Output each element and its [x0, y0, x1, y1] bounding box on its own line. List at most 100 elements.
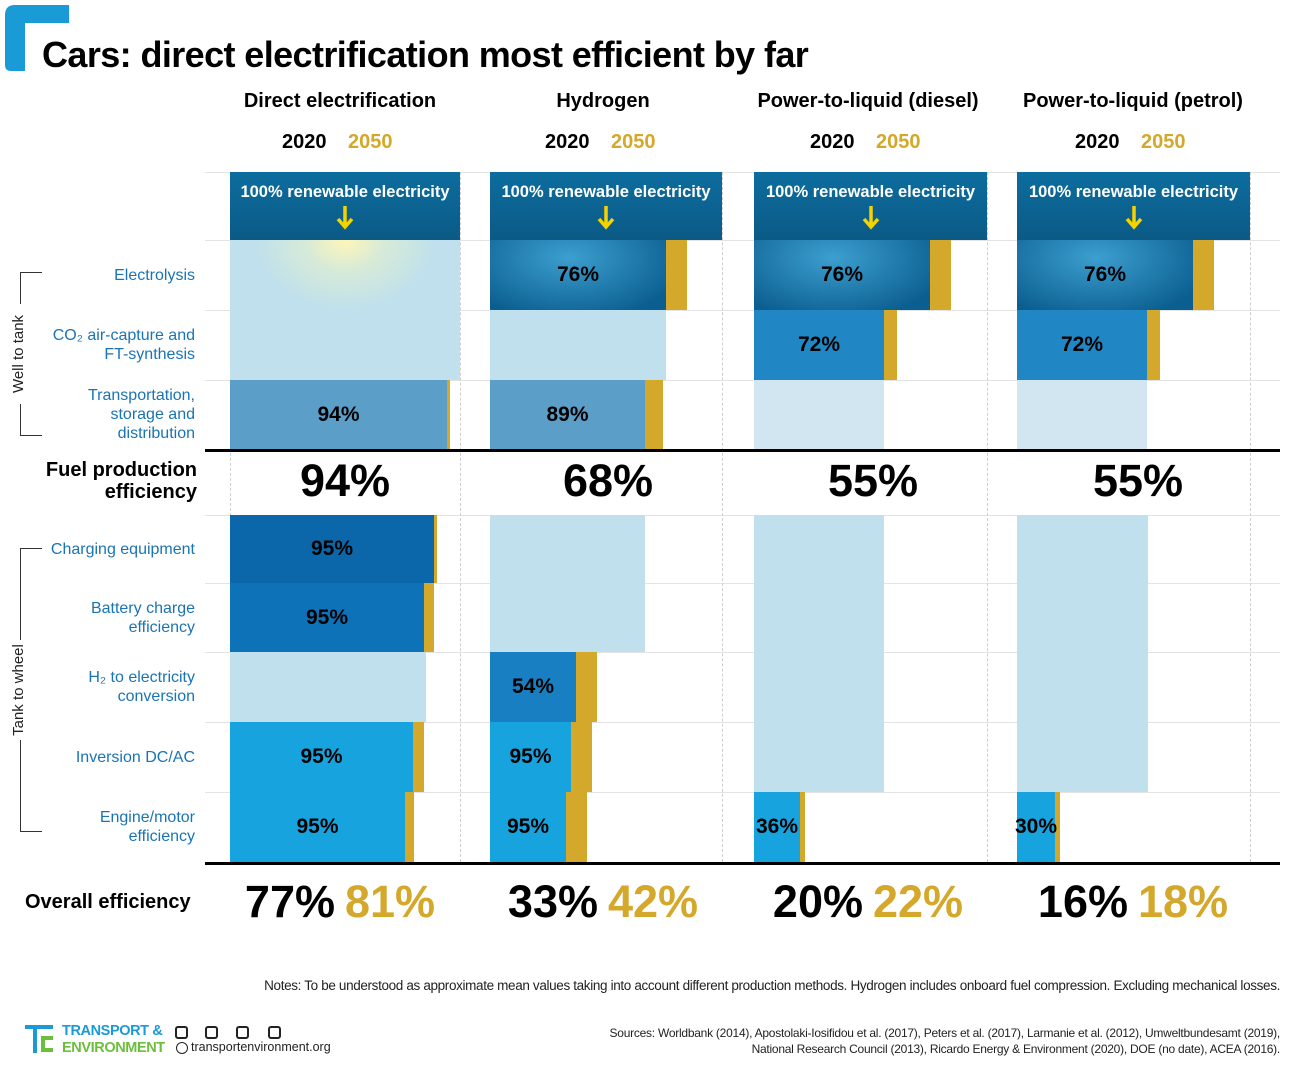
step-value: 54% — [511, 675, 555, 698]
step-value: 95% — [300, 745, 343, 768]
efficiency-bar — [754, 792, 800, 862]
arrow — [597, 206, 615, 230]
improvement-2050 — [434, 515, 437, 583]
efficiency-bar — [754, 310, 884, 380]
year-2050: 2050 — [876, 131, 921, 153]
row-line — [205, 380, 1280, 381]
step-value: 76% — [556, 263, 600, 286]
row-line — [205, 583, 1280, 584]
improvement-2050 — [566, 792, 587, 862]
source-text: 100% renewable electricity — [501, 183, 711, 201]
step-value: 72% — [1060, 333, 1104, 356]
step-value: 95% — [305, 605, 349, 629]
row-line — [205, 652, 1280, 653]
efficiency-bar — [230, 583, 424, 652]
year-2050: 2050 — [611, 131, 656, 153]
source-box: 100% renewable electricity — [490, 172, 722, 240]
row-label-text: Engine/motor efficiency — [99, 809, 195, 845]
step-value: 76% — [1083, 263, 1127, 286]
column-title: Power-to-liquid (diesel) — [757, 90, 979, 112]
efficiency-bar — [230, 792, 405, 862]
social-icon — [268, 1026, 281, 1039]
improvement-2050 — [666, 240, 687, 310]
row-label: Inversion DC/AC — [45, 722, 195, 792]
efficiency-bar — [230, 515, 434, 583]
source-box: 100% renewable electricity — [754, 172, 987, 240]
efficiency-bar — [754, 515, 884, 792]
row-label-text: Charging equipment — [50, 540, 195, 558]
notes: Notes: To be understood as approximate m… — [264, 978, 1280, 993]
overall-2050: 18% — [1138, 876, 1229, 927]
arrow — [1125, 206, 1142, 230]
step-value: 36% — [755, 815, 799, 838]
year-2020: 2020 — [545, 131, 590, 153]
logo-text: TRANSPORT & — [62, 1023, 163, 1039]
efficiency-bar — [490, 310, 666, 380]
column-title: Direct electrification — [243, 90, 437, 112]
year-2050: 2050 — [348, 131, 393, 153]
row-label-text: Battery charge efficiency — [90, 599, 195, 636]
row-label: Charging equipment — [45, 515, 195, 583]
overall-values: 77% 81% — [210, 876, 470, 928]
column-title: Power-to-liquid (petrol) — [1023, 90, 1243, 112]
column-title: Hydrogen — [556, 90, 650, 112]
row-line — [205, 722, 1280, 723]
row-label-text: Electrolysis — [114, 266, 195, 284]
arrow — [336, 206, 354, 230]
corner-mark — [5, 5, 69, 71]
efficiency-bar — [490, 240, 666, 310]
row-line — [205, 172, 1280, 173]
improvement-2050 — [645, 380, 663, 449]
improvement-2050 — [405, 792, 414, 862]
social-icon — [175, 1026, 188, 1039]
website: transportenvironment.org — [191, 1040, 331, 1054]
row-label-text: Transportation, storage and distribution — [87, 387, 195, 442]
efficiency-bar — [230, 652, 426, 722]
improvement-2050 — [413, 722, 424, 792]
overall-values: 20% 22% — [738, 876, 998, 928]
logo-mark — [33, 1029, 37, 1053]
source-text: 100% renewable electricity — [240, 183, 450, 201]
improvement-2050 — [884, 310, 897, 380]
source-box: 100% renewable electricity — [230, 172, 460, 240]
row-line — [205, 310, 1280, 311]
efficiency-bar — [230, 722, 413, 792]
step-value: 30% — [1014, 815, 1058, 838]
step-value: 76% — [820, 263, 864, 286]
year-2050: 2050 — [1141, 131, 1186, 153]
overall-2050: 42% — [608, 876, 699, 927]
dashed-line — [460, 172, 461, 862]
row-label: Transportation, storage and distribution — [70, 380, 195, 449]
divider — [205, 449, 1280, 452]
step-value: 94% — [317, 402, 360, 426]
row-label-text: CO₂ air-capture and FT-synthesis — [52, 327, 195, 363]
logo-mark — [41, 1036, 53, 1052]
efficiency-bar — [1017, 310, 1147, 380]
improvement-2050 — [930, 240, 951, 310]
improvement-2050 — [571, 722, 592, 792]
step-value: 95% — [310, 537, 354, 560]
efficiency-bar — [1017, 240, 1193, 310]
overall-values: 33% 42% — [473, 876, 733, 928]
efficiency-bar — [754, 240, 930, 310]
row-label: CO₂ air-capture and FT-synthesis — [45, 310, 195, 380]
web-icon — [176, 1042, 188, 1054]
row-label: H₂ to electricity conversion — [45, 652, 195, 722]
improvement-2050 — [1055, 792, 1060, 862]
dashed-line — [1250, 172, 1251, 862]
row-line — [205, 792, 1280, 793]
overall-2020: 16% — [1037, 876, 1128, 927]
overall-2020: 20% — [772, 876, 863, 927]
row-label: Engine/motor efficiency — [45, 792, 195, 862]
overall-values: 16% 18% — [1003, 876, 1263, 928]
social-icon — [205, 1026, 218, 1039]
efficiency-bar — [754, 380, 884, 449]
efficiency-bar — [1017, 515, 1148, 792]
source-text: 100% renewable electricity — [765, 183, 976, 201]
social-icon — [236, 1026, 249, 1039]
title: Cars: direct electrification most effici… — [42, 34, 809, 75]
arrow — [862, 206, 879, 230]
row-label: Battery charge efficiency — [45, 583, 195, 652]
efficiency-bar — [490, 792, 566, 862]
